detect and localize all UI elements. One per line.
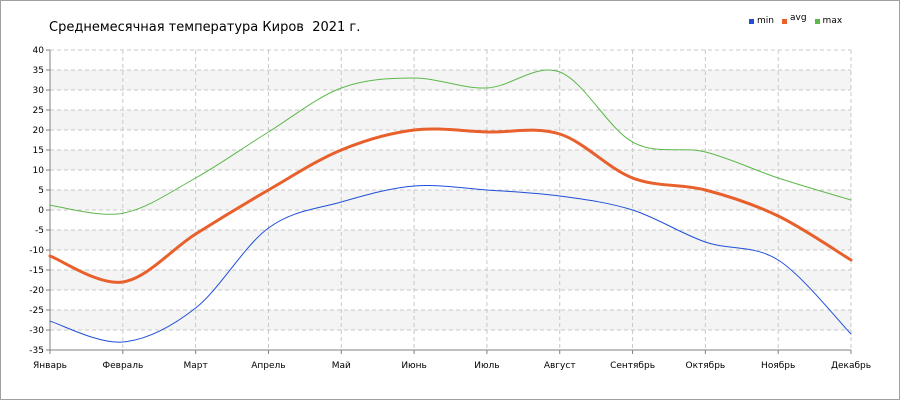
y-tick-label: -20 <box>29 286 44 296</box>
legend-swatch-min <box>749 18 754 24</box>
legend-label-min: min <box>757 16 774 26</box>
y-tick-label: 30 <box>33 86 45 96</box>
y-tick-label: -10 <box>29 246 44 256</box>
y-tick-label: 5 <box>38 186 44 196</box>
grid-band <box>50 150 851 170</box>
y-tick-label: -30 <box>29 326 44 336</box>
legend-label-max: max <box>822 16 843 26</box>
y-tick-label: 25 <box>33 106 44 116</box>
y-tick-label: 0 <box>38 206 44 216</box>
x-tick-label: Апрель <box>251 361 285 371</box>
grid-band <box>50 110 851 130</box>
y-tick-label: 15 <box>33 146 44 156</box>
legend-swatch-max <box>814 18 820 24</box>
grid-band <box>50 310 851 330</box>
x-tick-label: Ноябрь <box>761 361 795 371</box>
y-tick-label: 20 <box>33 126 45 136</box>
chart-title: Среднемесячная температура Киров 2021 г. <box>49 20 361 35</box>
x-tick-label: Октябрь <box>685 361 725 371</box>
legend-label-avg: avg <box>789 13 807 23</box>
x-tick-label: Декабрь <box>831 361 871 371</box>
y-tick-label: -35 <box>29 346 44 356</box>
chart-legend: min avg max <box>749 13 843 26</box>
x-tick-label: Сентябрь <box>610 361 655 371</box>
x-tick-label: Август <box>544 361 576 371</box>
grid-band <box>50 70 851 90</box>
x-tick-label: Февраль <box>102 361 143 371</box>
y-tick-label: -5 <box>35 226 44 236</box>
x-tick-label: Январь <box>33 361 67 371</box>
x-tick-label: Июль <box>474 361 499 371</box>
y-tick-label: 40 <box>33 46 45 56</box>
y-tick-label: -25 <box>29 306 44 316</box>
y-tick-label: -15 <box>29 266 44 276</box>
legend-item-avg: avg <box>781 13 807 26</box>
series-line-max <box>49 69 852 215</box>
grid-band <box>50 190 851 210</box>
y-tick-label: 35 <box>33 66 44 76</box>
grid-band <box>50 270 851 290</box>
x-tick-label: Июнь <box>401 361 427 371</box>
legend-swatch-avg <box>781 18 787 24</box>
legend-item-max: max <box>814 16 843 26</box>
series-line-min <box>49 185 852 343</box>
legend-item-min: min <box>749 16 774 26</box>
series-line-avg <box>48 127 853 284</box>
x-tick-label: Май <box>332 361 351 371</box>
x-tick-label: Март <box>184 361 208 371</box>
y-tick-label: 10 <box>33 166 45 176</box>
